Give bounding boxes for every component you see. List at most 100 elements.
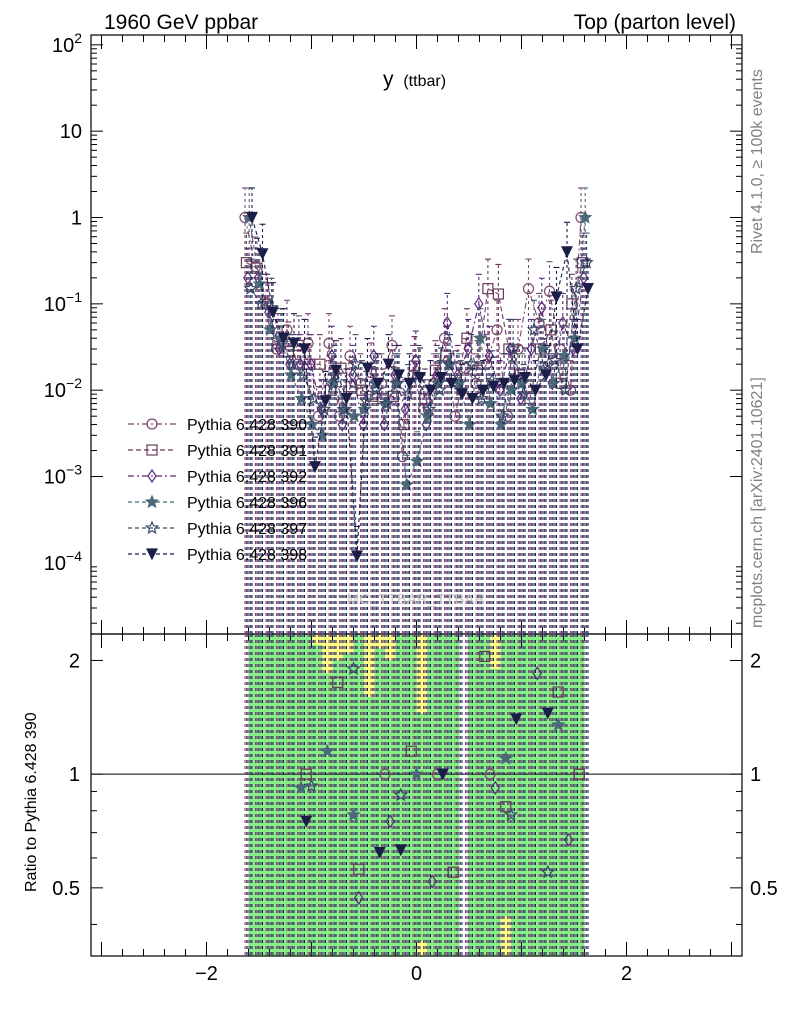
data-point (442, 356, 458, 371)
band-green (479, 634, 490, 956)
ratio-point (564, 832, 574, 847)
ratio-point (394, 844, 407, 857)
band-green (248, 634, 259, 956)
data-point (463, 356, 479, 371)
band-green (269, 634, 280, 956)
ratio-point (385, 814, 395, 829)
data-point (470, 377, 482, 389)
y-tick-label-top: 10−2 (44, 375, 82, 402)
ratio-point (479, 650, 491, 663)
band-green (542, 634, 553, 956)
y-tick-label-top: 102 (52, 30, 82, 57)
data-point (540, 369, 552, 382)
data-point (477, 384, 489, 397)
data-point (516, 386, 531, 401)
data-point (382, 358, 395, 371)
ratio-point (332, 676, 344, 688)
data-point (347, 408, 362, 423)
data-point (564, 384, 577, 396)
ratio-point (532, 666, 542, 681)
legend: Pythia 6.428 390 Pythia 6.428 391 Pythia 6… (128, 417, 307, 564)
data-point (288, 337, 300, 350)
data-point (372, 377, 384, 390)
data-point (487, 381, 500, 393)
watermark: MC_TTBAR_TTBAR (347, 591, 486, 608)
axes (90, 34, 743, 957)
data-point (466, 392, 479, 405)
data-point (529, 384, 542, 397)
y-tick-label-exp: −4 (66, 548, 82, 564)
data-point (429, 364, 441, 376)
data-point (424, 384, 437, 397)
band-green (553, 634, 564, 956)
series-line (246, 262, 583, 427)
data-point (537, 300, 547, 315)
band-green (490, 668, 501, 956)
x-tick-label: −2 (195, 963, 218, 985)
legend-label: Pythia 6.428 397 (187, 521, 307, 538)
data-point (582, 283, 594, 295)
chart-title-main: y (383, 68, 394, 91)
band-green (416, 713, 427, 942)
band-green (521, 634, 532, 956)
data-point (396, 451, 409, 463)
y-tick-label-exp: −1 (66, 289, 82, 305)
ratio-ylabel: Ratio to Pythia 6.428 390 (23, 712, 40, 892)
data-point (309, 461, 321, 474)
chart-title-sub: (ttbar) (403, 73, 446, 90)
data-point (492, 288, 504, 300)
data-point (519, 371, 531, 384)
data-point (354, 377, 367, 389)
data-point (526, 341, 537, 357)
data-point (408, 360, 420, 372)
data-point (348, 356, 363, 371)
legend-marker (146, 548, 158, 561)
y-tick-label-exp: 2 (74, 30, 82, 46)
y-tick-label-base: 10 (52, 35, 74, 57)
y-tick-label-base: 10 (44, 380, 66, 402)
legend-marker (147, 468, 157, 484)
series-2 (243, 247, 589, 634)
data-point (400, 386, 416, 401)
legend-marker (146, 418, 158, 430)
data-point (400, 402, 411, 417)
y-tick-label-ratio: 0.5 (52, 878, 80, 900)
data-point (294, 391, 309, 405)
series-5 (246, 187, 594, 634)
band-green (259, 634, 270, 956)
ratio-series (244, 634, 589, 956)
header-right: Top (parton level) (574, 11, 736, 34)
band-green (290, 634, 301, 956)
y-tick-label-top: 10−4 (44, 548, 82, 575)
data-point (267, 306, 279, 319)
y-tick-label-base: 10 (44, 467, 66, 489)
data-point (243, 270, 253, 285)
y-tick-label-exp: −2 (66, 375, 82, 391)
chart-title: y (ttbar) (383, 68, 446, 91)
header-left: 1960 GeV ppbar (104, 11, 258, 34)
ratio-point (346, 807, 361, 822)
band-green (427, 634, 438, 956)
band-green (406, 634, 417, 956)
data-point (498, 377, 510, 390)
data-point (285, 356, 300, 371)
data-point (284, 367, 299, 382)
ratio-point (490, 780, 500, 795)
ratio-point (293, 780, 309, 794)
ratio-point (405, 745, 417, 757)
series-3 (242, 187, 593, 634)
ratio-point (540, 864, 556, 879)
data-point (438, 332, 451, 344)
legend-label: Pythia 6.428 392 (187, 469, 307, 486)
data-point (508, 374, 521, 387)
data-point (558, 315, 568, 331)
ratio-point (379, 768, 391, 780)
data-point (579, 255, 594, 269)
band-green (322, 673, 333, 956)
data-point (547, 353, 563, 367)
band-green (448, 634, 459, 956)
ratio-point (510, 713, 523, 726)
ratio-point (500, 801, 512, 813)
data-point (411, 353, 421, 368)
